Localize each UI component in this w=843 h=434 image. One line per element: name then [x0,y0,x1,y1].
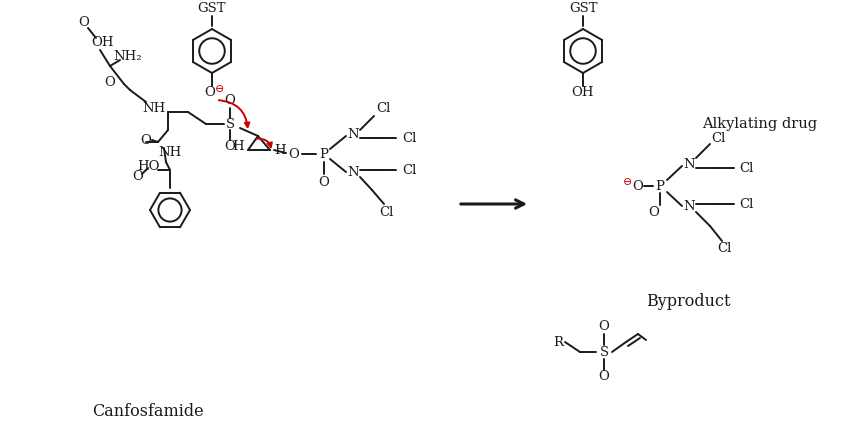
Text: Cl: Cl [376,102,390,115]
Text: P: P [319,148,329,161]
Text: GST: GST [198,3,226,16]
Text: Cl: Cl [739,197,754,210]
Text: O: O [632,180,643,193]
Text: O: O [288,148,299,161]
Text: NH: NH [142,102,165,115]
Text: Cl: Cl [717,241,731,254]
Text: OH: OH [572,85,594,99]
Text: Cl: Cl [711,132,725,145]
Text: N: N [347,165,359,178]
Text: Alkylating drug: Alkylating drug [702,117,818,131]
Text: Canfosfamide: Canfosfamide [92,404,204,421]
Text: HO: HO [137,160,159,172]
Text: S: S [225,118,234,131]
FancyArrowPatch shape [219,100,250,127]
FancyArrowPatch shape [257,138,271,147]
Text: O: O [599,371,609,384]
Text: Byproduct: Byproduct [646,293,731,310]
Text: O: O [132,170,143,183]
Text: ⊖: ⊖ [215,84,225,94]
Text: H: H [232,141,244,154]
Text: Cl: Cl [739,161,754,174]
Text: P: P [656,180,664,193]
Text: NH₂: NH₂ [114,49,142,62]
Text: OH: OH [91,36,113,49]
Text: O: O [78,16,89,30]
Text: O: O [105,76,115,89]
Text: O: O [648,206,659,218]
Text: O: O [599,320,609,333]
Text: NH: NH [158,145,181,158]
Text: GST: GST [569,3,597,16]
Text: ⊖: ⊖ [623,177,633,187]
Text: O: O [224,95,235,108]
Text: O: O [205,85,216,99]
Text: Cl: Cl [402,132,416,145]
Text: R: R [553,335,563,349]
Text: H: H [274,144,286,157]
Text: Cl: Cl [379,206,393,218]
Text: O: O [224,141,235,154]
Text: O: O [319,175,330,188]
Text: Cl: Cl [402,164,416,177]
Text: N: N [683,158,695,171]
Text: N: N [683,200,695,213]
Text: S: S [599,345,609,358]
Text: O: O [141,134,152,147]
Text: N: N [347,128,359,141]
